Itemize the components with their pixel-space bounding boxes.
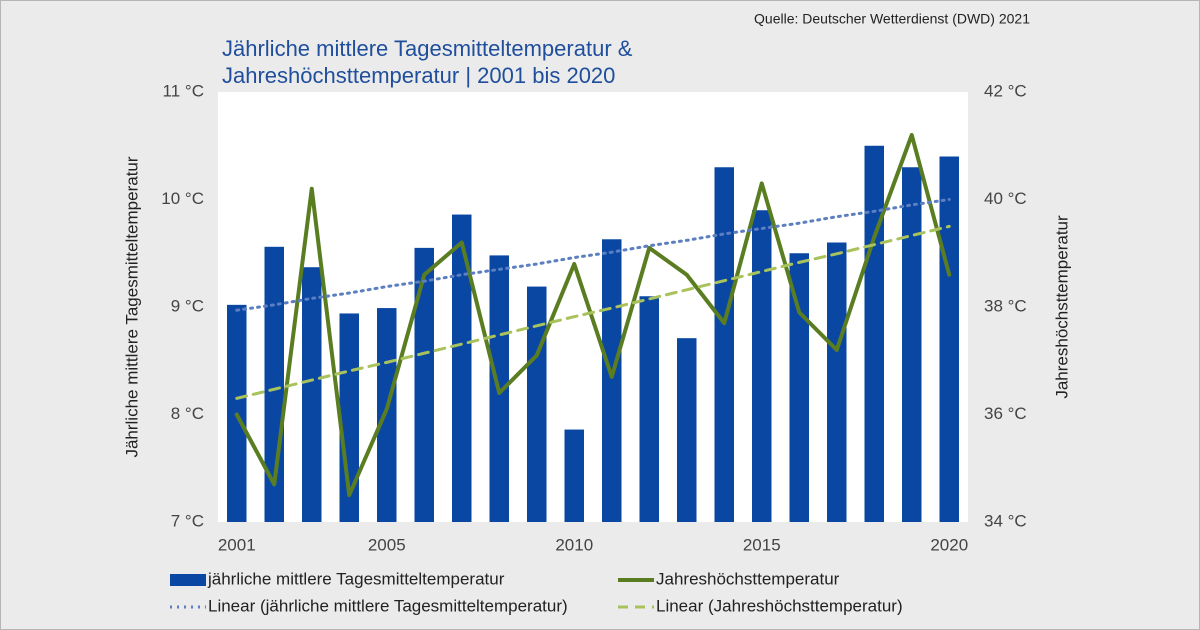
bar (302, 267, 322, 522)
y-tick-label: 11 °C (163, 81, 204, 100)
legend-label: Linear (Jahreshöchsttemperatur) (656, 596, 903, 615)
legend-label: Linear (jährliche mittlere Tagesmittelte… (208, 596, 568, 615)
legend-swatch (170, 574, 206, 586)
bar (752, 210, 772, 522)
x-tick-label: 2010 (555, 535, 593, 554)
y-axis-title: Jährliche mittlere Tagesmitteltemperatur (122, 156, 141, 457)
bar (939, 156, 959, 522)
y-tick-label: 9 °C (171, 296, 204, 315)
chart-title: Jährliche mittlere Tagesmitteltemperatur… (222, 36, 633, 61)
x-tick-label: 2020 (930, 535, 968, 554)
bar (714, 167, 734, 522)
y2-tick-label: 38 °C (984, 296, 1027, 315)
x-tick-label: 2005 (368, 535, 406, 554)
y2-tick-label: 36 °C (984, 404, 1027, 423)
x-tick-label: 2015 (743, 535, 781, 554)
y-tick-label: 7 °C (171, 511, 204, 530)
chart-title: Jahreshöchsttemperatur | 2001 bis 2020 (222, 63, 615, 88)
bar (827, 242, 847, 522)
legend-label: Jahreshöchsttemperatur (656, 569, 840, 588)
bar (564, 429, 584, 522)
plot-area (218, 92, 968, 522)
x-tick-label: 2001 (218, 535, 256, 554)
y-tick-label: 10 °C (161, 189, 204, 208)
bar (452, 214, 472, 523)
legend-label: jährliche mittlere Tagesmitteltemperatur (207, 569, 505, 588)
trend-line (235, 198, 951, 312)
bar (602, 239, 622, 522)
y-tick-label: 8 °C (171, 404, 204, 423)
source: Quelle: Deutscher Wetterdienst (DWD) 202… (754, 11, 1030, 27)
trend-line (235, 224, 951, 400)
y2-axis-title: Jahreshöchsttemperatur (1052, 215, 1071, 399)
bar (864, 145, 884, 522)
bar (377, 308, 397, 522)
bar (789, 253, 809, 522)
bar (639, 296, 659, 522)
bar (414, 247, 434, 522)
y2-tick-label: 34 °C (984, 511, 1027, 530)
y2-tick-label: 42 °C (984, 81, 1027, 100)
bar (902, 167, 922, 522)
bar (677, 338, 697, 522)
bar (527, 286, 547, 522)
line (234, 133, 952, 498)
y2-tick-label: 40 °C (984, 189, 1027, 208)
